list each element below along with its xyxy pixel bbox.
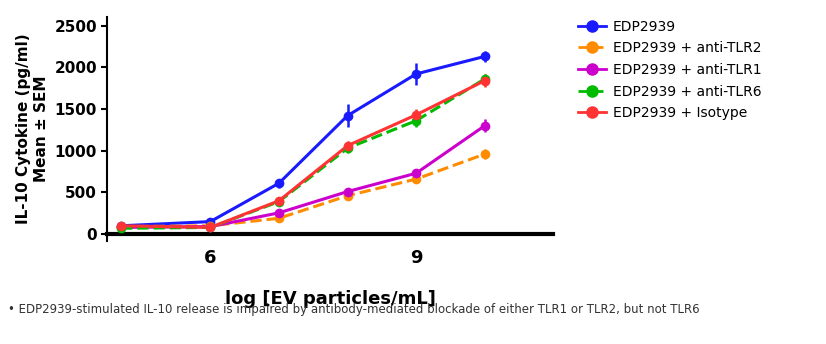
Text: log [EV particles/mL]: log [EV particles/mL]: [225, 290, 436, 308]
Y-axis label: IL-10 Cytokine (pg/ml)
Mean ± SEM: IL-10 Cytokine (pg/ml) Mean ± SEM: [17, 34, 49, 224]
Legend: EDP2939, EDP2939 + anti-TLR2, EDP2939 + anti-TLR1, EDP2939 + anti-TLR6, EDP2939 : EDP2939, EDP2939 + anti-TLR2, EDP2939 + …: [578, 20, 762, 120]
Text: • EDP2939-stimulated IL-10 release is impaired by antibody-mediated blockade of : • EDP2939-stimulated IL-10 release is im…: [8, 303, 700, 316]
